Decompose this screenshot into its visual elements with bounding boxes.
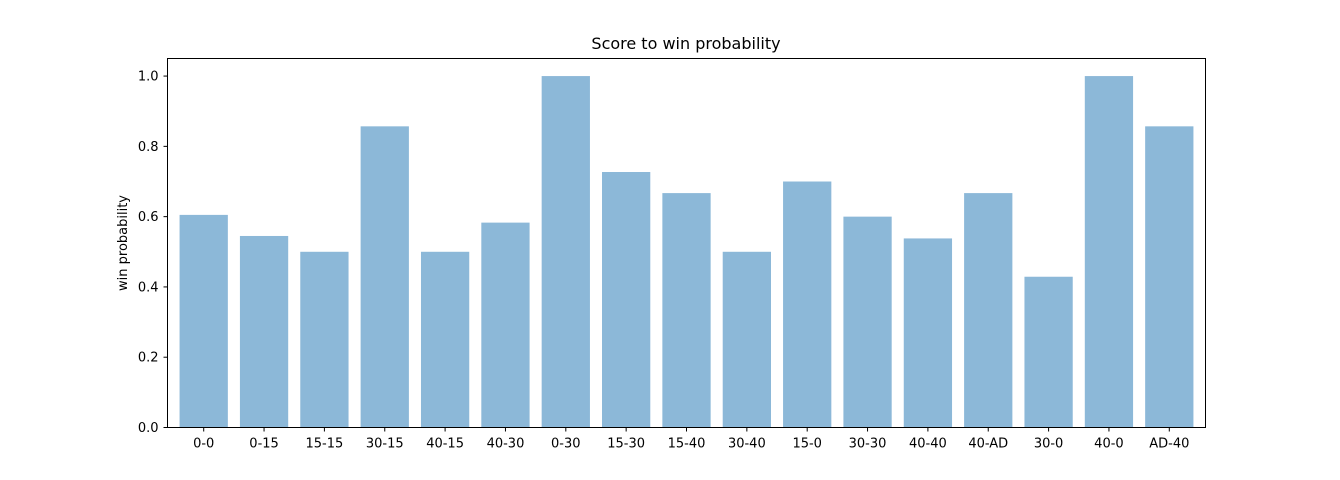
bar-40-AD xyxy=(964,193,1013,428)
x-tick-label: 40-AD xyxy=(968,437,1008,452)
x-tick-label: 40-15 xyxy=(426,437,464,452)
bar-0-0 xyxy=(179,214,228,428)
x-tick-label: 15-30 xyxy=(607,437,645,452)
y-tick-label: 0.0 xyxy=(138,421,159,436)
bar-0-15 xyxy=(239,235,289,428)
y-axis: 0.0 0.2 0.4 0.6 0.8 1.0 xyxy=(138,70,168,436)
x-tick-label: 30-30 xyxy=(849,437,887,452)
bar-AD-40 xyxy=(1145,126,1194,428)
bar-40-40 xyxy=(903,238,953,428)
bar-30-30 xyxy=(843,216,892,428)
bar-40-15 xyxy=(420,251,470,428)
y-tick-label: 0.8 xyxy=(138,140,159,155)
x-tick-label: 40-40 xyxy=(909,437,947,452)
y-tick-label: 0.2 xyxy=(138,351,159,366)
x-axis: 0-0 0-15 15-15 30-15 40-15 40-30 0-30 15-30 15-4… xyxy=(193,427,1189,452)
bar-15-0 xyxy=(783,181,832,428)
bar-15-15 xyxy=(300,251,349,428)
x-tick-label: 30-0 xyxy=(1034,437,1064,452)
x-tick-label: 15-15 xyxy=(306,437,344,452)
bar-0-30 xyxy=(541,76,590,428)
bar-30-0 xyxy=(1024,276,1073,428)
x-tick-label: AD-40 xyxy=(1149,437,1189,452)
plot-frame xyxy=(167,58,1206,428)
bar-15-30 xyxy=(602,172,651,428)
x-tick-label: 30-40 xyxy=(728,437,766,452)
bar-40-30 xyxy=(481,222,530,428)
y-tick-label: 1.0 xyxy=(138,70,159,85)
x-tick-label: 0-30 xyxy=(551,437,581,452)
bar-40-0 xyxy=(1084,76,1134,428)
bar-30-40 xyxy=(722,251,771,428)
x-tick-label: 15-40 xyxy=(668,437,706,452)
y-tick-label: 0.4 xyxy=(138,280,159,295)
x-tick-label: 15-0 xyxy=(792,437,822,452)
x-tick-label: 0-0 xyxy=(193,437,214,452)
x-tick-label: 0-15 xyxy=(249,437,279,452)
y-tick-label: 0.6 xyxy=(138,210,159,225)
x-tick-label: 40-0 xyxy=(1094,437,1124,452)
y-axis-label: win probability xyxy=(116,195,131,291)
x-tick-label: 40-30 xyxy=(487,437,525,452)
bars-group xyxy=(179,76,1194,428)
chart-title: Score to win probability xyxy=(591,34,780,53)
x-tick-label: 30-15 xyxy=(366,437,404,452)
bar-30-15 xyxy=(360,126,409,428)
bar-15-40 xyxy=(662,193,711,428)
